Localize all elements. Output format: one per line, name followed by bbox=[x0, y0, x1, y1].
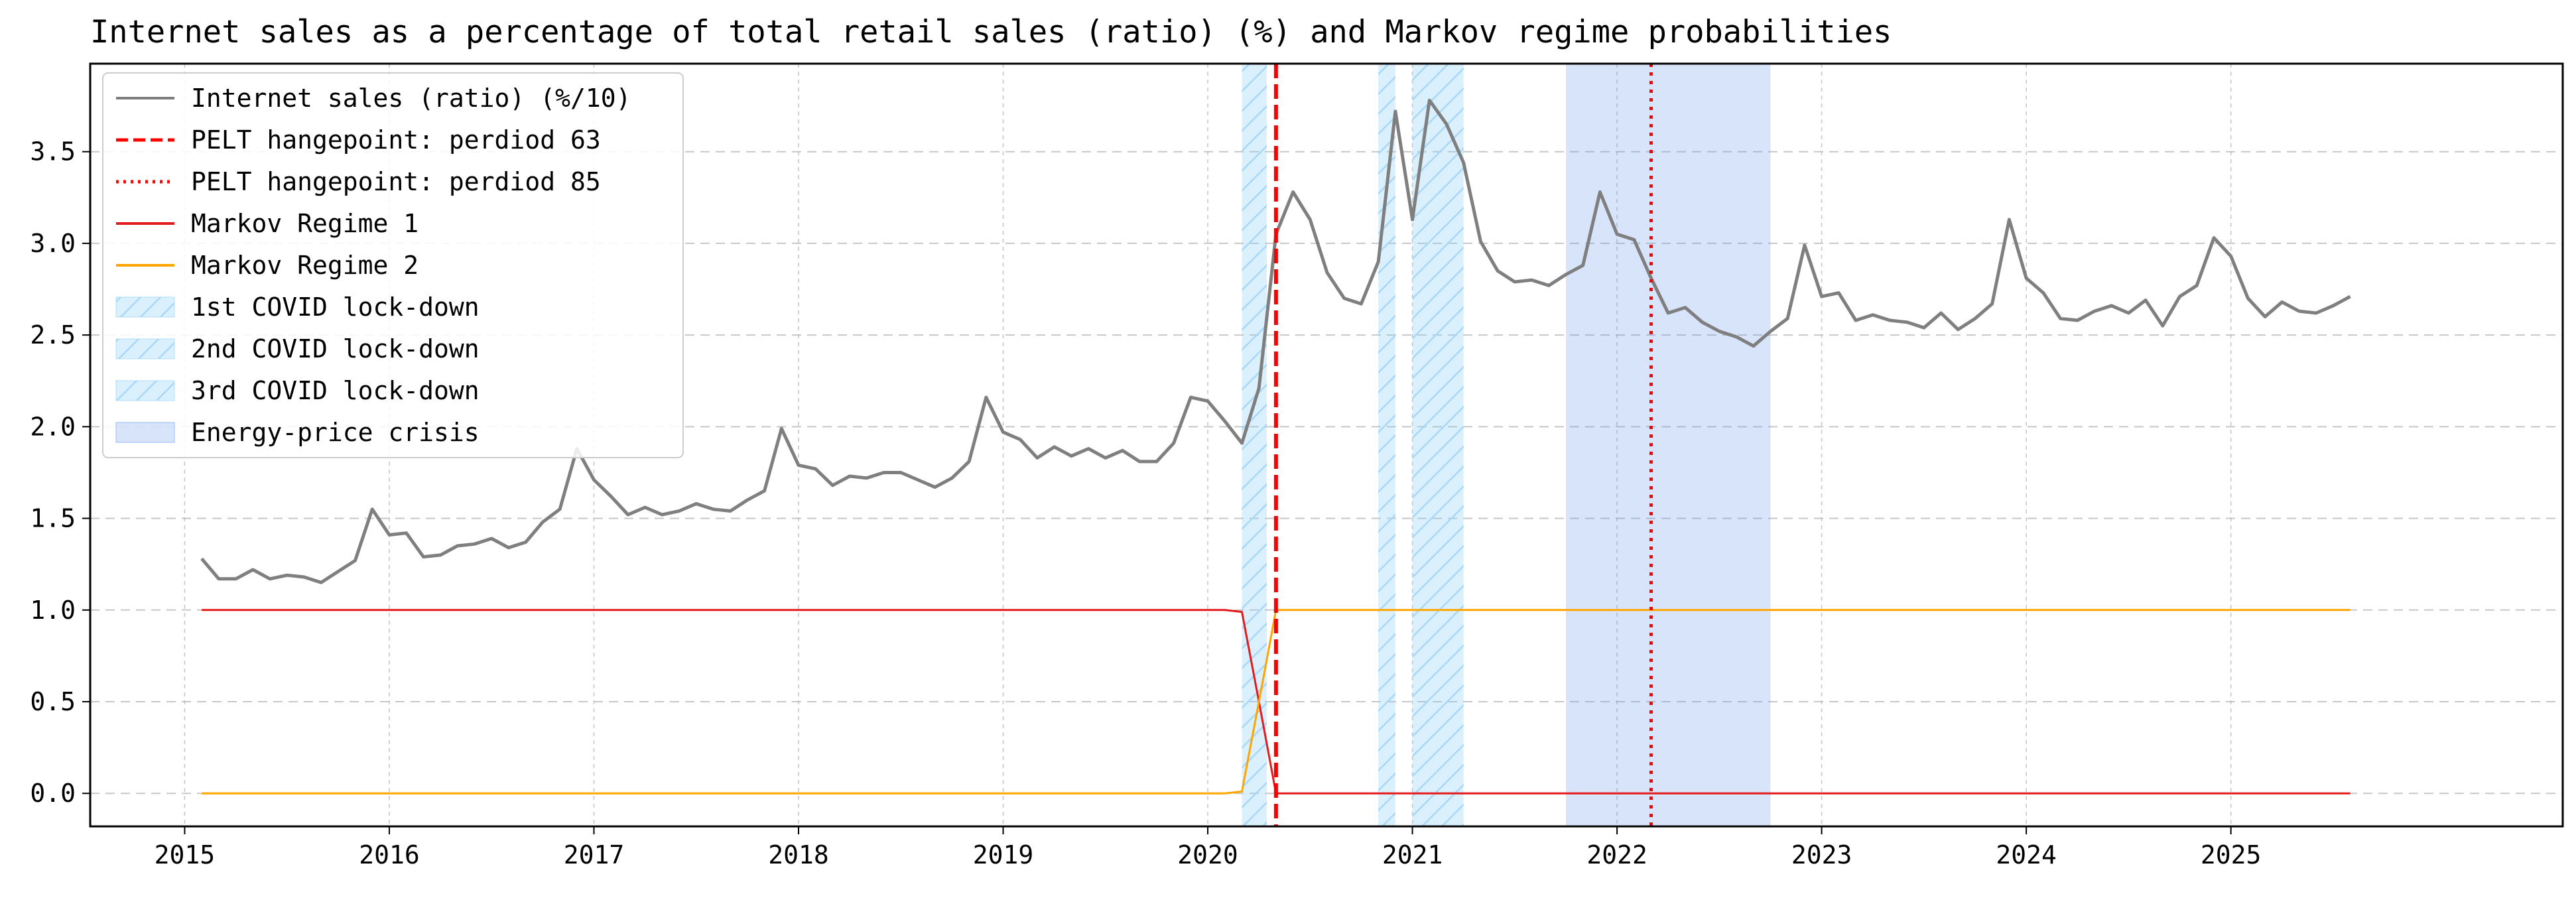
span-hatch-3rd-covid-lock-down bbox=[1412, 64, 1464, 826]
shaded-periods bbox=[1242, 64, 1771, 826]
y-tick-label: 0.0 bbox=[30, 779, 76, 808]
x-tick-label: 2023 bbox=[1791, 840, 1852, 869]
legend-swatch-energy-price-crisis bbox=[115, 422, 175, 443]
legend-swatch-hatch bbox=[116, 381, 174, 401]
x-tick-label: 2022 bbox=[1586, 840, 1647, 869]
span-energy-price-crisis bbox=[1565, 64, 1771, 826]
y-tick-label: 3.0 bbox=[30, 229, 76, 258]
x-axis: 2015 2016 2017 2018 2019 2020 2021 2022 2023 2024… bbox=[155, 826, 2262, 869]
span-hatch-1st-covid-lock-down bbox=[1242, 64, 1267, 826]
x-tick-label: 2015 bbox=[155, 840, 216, 869]
legend-label-2nd-covid-lock-down: 2nd COVID lock-down bbox=[191, 334, 480, 363]
y-tick-label: 2.0 bbox=[30, 412, 76, 441]
y-tick-label: 1.5 bbox=[30, 504, 76, 533]
legend-label-pelt-hangepoint-perdiod-85: PELT hangepoint: perdiod 85 bbox=[191, 167, 601, 196]
y-tick-label: 1.0 bbox=[30, 596, 76, 625]
x-tick-label: 2018 bbox=[768, 840, 829, 869]
x-tick-label: 2025 bbox=[2201, 840, 2262, 869]
x-tick-label: 2020 bbox=[1177, 840, 1238, 869]
x-tick-label: 2019 bbox=[973, 840, 1034, 869]
chart-title: Internet sales as a percentage of total … bbox=[90, 14, 1892, 50]
y-tick-label: 0.5 bbox=[30, 687, 76, 716]
legend-label-1st-covid-lock-down: 1st COVID lock-down bbox=[191, 292, 480, 322]
y-tick-label: 2.5 bbox=[30, 320, 76, 350]
legend-label-energy-price-crisis: Energy-price crisis bbox=[191, 418, 480, 447]
x-tick-label: 2017 bbox=[564, 840, 625, 869]
legend-label-markov-regime-2: Markov Regime 2 bbox=[191, 251, 419, 280]
legend-swatch-hatch bbox=[116, 339, 174, 359]
plot-area-frame bbox=[89, 62, 2564, 828]
x-tick-label: 2016 bbox=[359, 840, 420, 869]
legend-label-pelt-hangepoint-perdiod-63: PELT hangepoint: perdiod 63 bbox=[191, 125, 601, 155]
legend: Internet sales (ratio) (%/10) PELT hangep… bbox=[102, 72, 684, 458]
legend-box bbox=[102, 72, 684, 458]
legend-label-internet-sales-ratio-10: Internet sales (ratio) (%/10) bbox=[191, 84, 631, 113]
y-tick-label: 3.5 bbox=[30, 137, 76, 166]
x-tick-label: 2024 bbox=[1996, 840, 2057, 869]
legend-label-markov-regime-1: Markov Regime 1 bbox=[191, 209, 419, 238]
changepoint-lines bbox=[1273, 64, 1653, 826]
legend-swatch-hatch bbox=[116, 297, 174, 317]
y-axis: 0.0 0.5 1.0 1.5 2.0 2.5 3.0 3.5 bbox=[30, 137, 90, 808]
legend-label-3rd-covid-lock-down: 3rd COVID lock-down bbox=[191, 376, 480, 405]
x-tick-label: 2021 bbox=[1382, 840, 1443, 869]
